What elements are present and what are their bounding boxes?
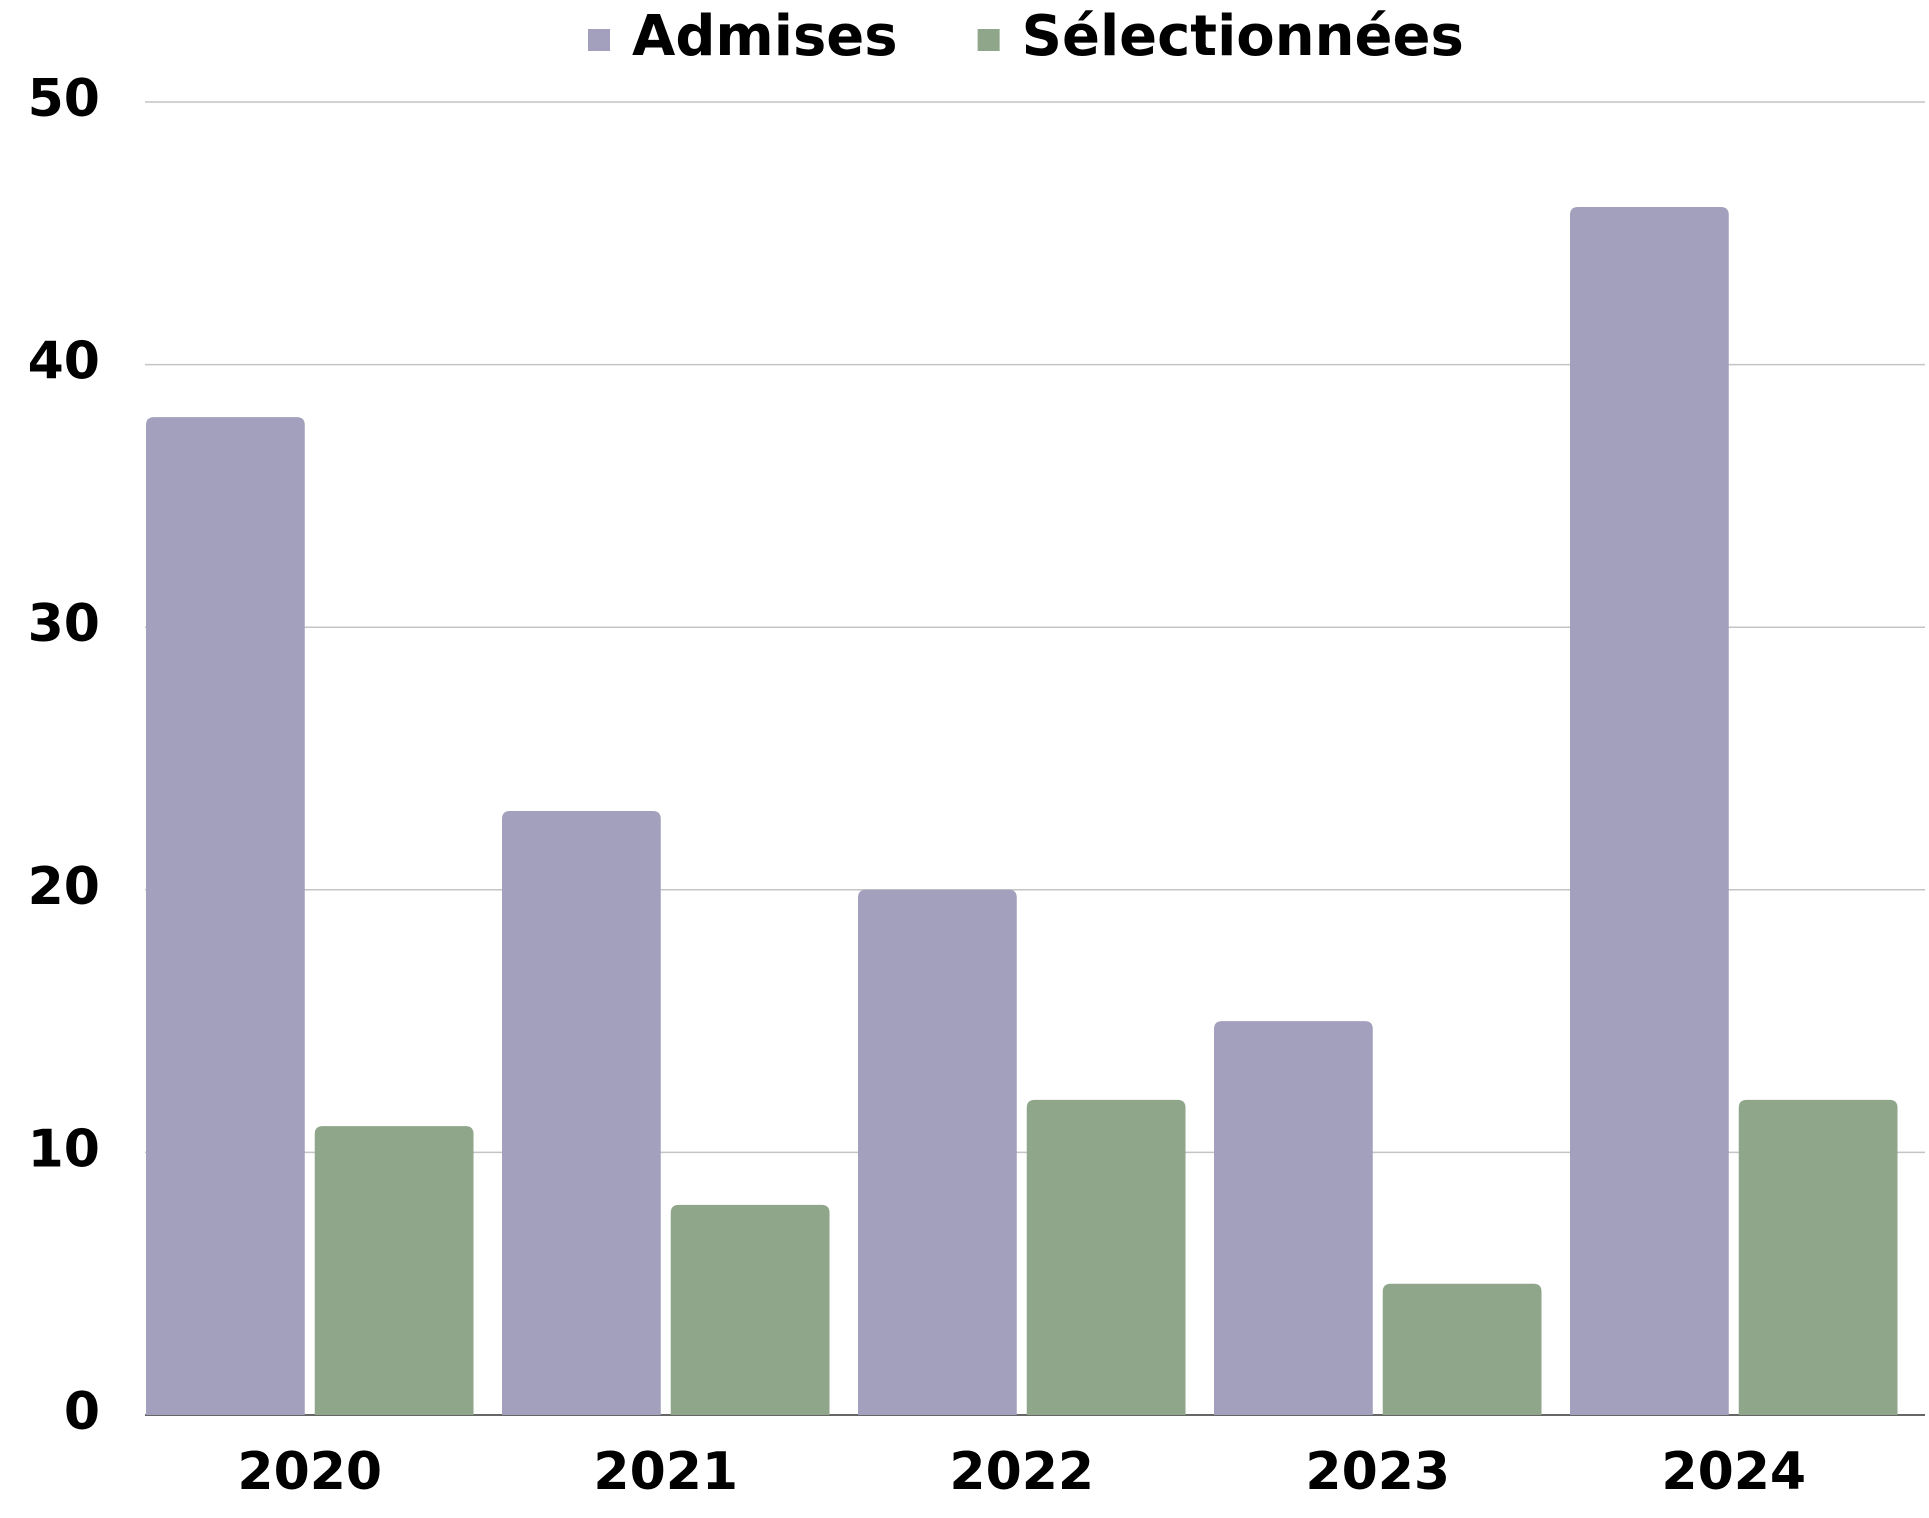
legend-label: Sélectionnées <box>1022 4 1464 69</box>
bar <box>1382 1283 1542 1415</box>
y-tick-label: 50 <box>28 69 100 129</box>
x-tick-label: 2024 <box>1661 1442 1806 1502</box>
bar <box>1026 1099 1186 1415</box>
y-tick-label: 10 <box>28 1119 100 1179</box>
legend-label: Admises <box>632 4 898 69</box>
y-tick-label: 40 <box>28 332 100 392</box>
y-tick-label: 0 <box>64 1382 100 1442</box>
y-tick-label: 30 <box>28 594 100 654</box>
bar <box>1738 1099 1898 1415</box>
bar <box>314 1126 474 1415</box>
bar <box>1214 1021 1373 1415</box>
bar <box>670 1204 830 1415</box>
x-tick-label: 2023 <box>1305 1442 1450 1502</box>
bar <box>502 811 661 1415</box>
legend-swatch <box>977 29 1000 51</box>
x-tick-label: 2022 <box>949 1442 1094 1502</box>
bar <box>146 417 305 1415</box>
bar <box>858 889 1017 1415</box>
x-tick-label: 2021 <box>593 1442 738 1502</box>
x-tick-label: 2020 <box>237 1442 382 1502</box>
legend-swatch <box>588 29 610 51</box>
y-tick-label: 20 <box>28 857 100 917</box>
bar <box>1570 207 1729 1415</box>
